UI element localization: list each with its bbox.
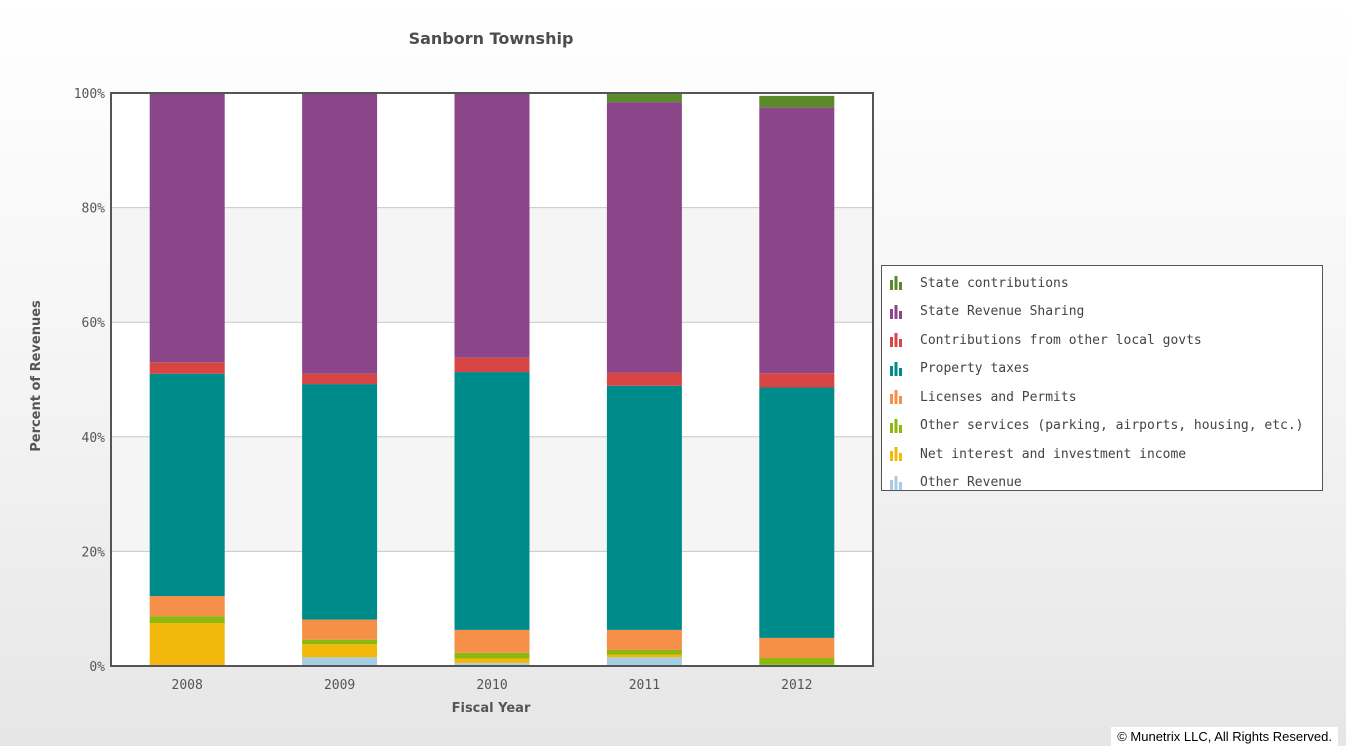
bar-segment[interactable] bbox=[606, 93, 682, 103]
bar-segment[interactable] bbox=[454, 658, 530, 664]
y-tick-label: 60% bbox=[82, 316, 106, 331]
y-axis-title: Percent of Revenues bbox=[29, 300, 44, 452]
bar-segment[interactable] bbox=[606, 385, 682, 630]
plot-border bbox=[110, 92, 874, 667]
legend-label: State contributions bbox=[920, 275, 1069, 291]
y-axis-ticks: 0% 20% 40% 60% 80% 100% bbox=[74, 87, 105, 675]
bar-segment[interactable] bbox=[302, 93, 378, 374]
legend-item[interactable]: Property taxes bbox=[882, 355, 1322, 384]
y-tick-label: 20% bbox=[82, 545, 106, 560]
bar-segment[interactable] bbox=[302, 373, 378, 385]
bar-segment[interactable] bbox=[759, 387, 835, 638]
bar-segment[interactable] bbox=[759, 95, 835, 108]
legend-bar-icon bbox=[890, 447, 902, 462]
bar-segment[interactable] bbox=[302, 619, 378, 640]
legend-bar-icon bbox=[890, 390, 902, 405]
legend-bar-icon bbox=[890, 361, 902, 376]
bar-segment[interactable] bbox=[759, 657, 835, 665]
legend-label: Other Revenue bbox=[920, 475, 1022, 491]
copyright-notice: © Munetrix LLC, All Rights Reserved. bbox=[1111, 727, 1338, 746]
chart-title: Sanborn Township bbox=[409, 29, 574, 48]
bar-segment[interactable] bbox=[454, 372, 530, 630]
legend-bar-icon bbox=[890, 333, 902, 348]
legend-label: State Revenue Sharing bbox=[920, 304, 1085, 320]
legend-bar-icon bbox=[890, 418, 902, 433]
legend-bar-icon bbox=[890, 276, 902, 291]
bar-segment[interactable] bbox=[606, 654, 682, 658]
y-tick-label: 40% bbox=[82, 431, 106, 446]
bar-segment[interactable] bbox=[149, 616, 225, 624]
legend-label: Net interest and investment income bbox=[920, 446, 1187, 462]
bar-segment[interactable] bbox=[759, 637, 835, 658]
bar-segment[interactable] bbox=[149, 362, 225, 374]
bar-segment[interactable] bbox=[454, 357, 530, 373]
x-tick-label: 2010 bbox=[476, 678, 507, 693]
x-tick-label: 2009 bbox=[324, 678, 355, 693]
bar-segment[interactable] bbox=[606, 649, 682, 655]
bar-segment[interactable] bbox=[149, 596, 225, 617]
bar-segment[interactable] bbox=[149, 93, 225, 363]
x-axis-title: Fiscal Year bbox=[452, 701, 531, 716]
y-tick-label: 100% bbox=[74, 87, 105, 102]
y-tick-label: 80% bbox=[82, 202, 106, 217]
legend-item[interactable]: Other Revenue bbox=[882, 469, 1322, 498]
bar-segment[interactable] bbox=[606, 629, 682, 650]
bar-segment[interactable] bbox=[454, 629, 530, 653]
bars bbox=[149, 93, 835, 666]
bar-segment[interactable] bbox=[606, 102, 682, 373]
bar-segment[interactable] bbox=[149, 373, 225, 597]
bar-segment[interactable] bbox=[302, 657, 378, 666]
bar-segment[interactable] bbox=[606, 657, 682, 666]
bar-segment[interactable] bbox=[302, 384, 378, 620]
legend-item[interactable]: Licenses and Permits bbox=[882, 383, 1322, 412]
legend-item[interactable]: Contributions from other local govts bbox=[882, 326, 1322, 355]
x-tick-label: 2012 bbox=[781, 678, 812, 693]
legend: State contributions State Revenue Sharing… bbox=[881, 265, 1323, 491]
legend-item[interactable]: State Revenue Sharing bbox=[882, 298, 1322, 327]
legend-label: Other services (parking, airports, housi… bbox=[920, 418, 1304, 434]
legend-label: Licenses and Permits bbox=[920, 389, 1077, 405]
x-tick-label: 2008 bbox=[172, 678, 203, 693]
legend-item[interactable]: State contributions bbox=[882, 269, 1322, 298]
legend-bar-icon bbox=[890, 304, 902, 319]
bar-segment[interactable] bbox=[759, 373, 835, 388]
bar-segment[interactable] bbox=[454, 652, 530, 659]
x-axis-ticks: 2008 2009 2010 2011 2012 bbox=[172, 678, 813, 693]
legend-bar-icon bbox=[890, 475, 902, 490]
bar-segment[interactable] bbox=[454, 663, 530, 666]
bar-segment[interactable] bbox=[149, 623, 225, 666]
legend-label: Contributions from other local govts bbox=[920, 332, 1202, 348]
legend-item[interactable]: Net interest and investment income bbox=[882, 440, 1322, 469]
y-tick-label: 0% bbox=[89, 660, 105, 675]
bar-segment[interactable] bbox=[759, 107, 835, 374]
bar-segment[interactable] bbox=[606, 372, 682, 386]
bar-segment[interactable] bbox=[302, 639, 378, 645]
legend-label: Property taxes bbox=[920, 361, 1030, 377]
bar-segment[interactable] bbox=[454, 93, 530, 358]
bar-segment[interactable] bbox=[302, 644, 378, 658]
x-tick-label: 2011 bbox=[629, 678, 660, 693]
legend-item[interactable]: Other services (parking, airports, housi… bbox=[882, 412, 1322, 441]
